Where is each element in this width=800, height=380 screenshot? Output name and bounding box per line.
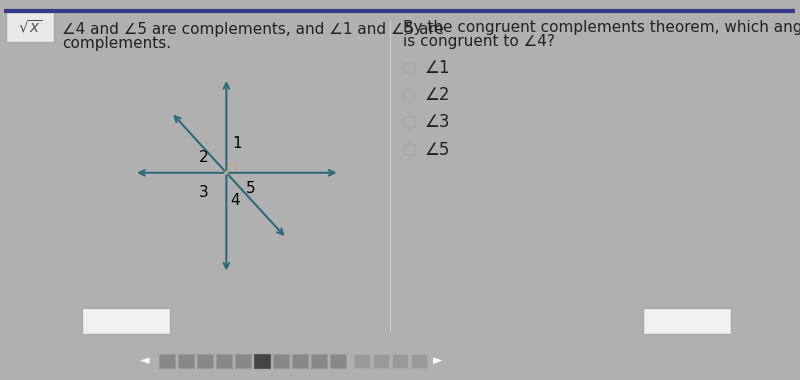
Bar: [178, 354, 194, 368]
Bar: [354, 354, 370, 368]
Text: ∠4 and ∠5 are complements, and ∠1 and ∠5 are: ∠4 and ∠5 are complements, and ∠1 and ∠5…: [62, 22, 444, 37]
Bar: [235, 354, 251, 368]
Text: 1: 1: [232, 136, 242, 150]
Text: ∠3: ∠3: [425, 113, 450, 131]
Bar: [159, 354, 175, 368]
Bar: [273, 354, 289, 368]
Text: ∠5: ∠5: [425, 141, 450, 158]
Text: is congruent to ∠4?: is congruent to ∠4?: [402, 34, 554, 49]
Text: 2: 2: [198, 150, 208, 165]
Bar: [216, 354, 232, 368]
Bar: [330, 354, 346, 368]
Text: complements.: complements.: [62, 36, 171, 51]
Bar: [373, 354, 389, 368]
Bar: [6, 12, 54, 42]
Text: 3: 3: [198, 185, 208, 200]
Text: By the congruent complements theorem, which angle: By the congruent complements theorem, wh…: [402, 20, 800, 35]
Text: ∠1: ∠1: [425, 59, 450, 77]
Text: Intro: Intro: [118, 314, 150, 328]
Text: $\sqrt{x}$: $\sqrt{x}$: [18, 18, 42, 35]
Bar: [311, 354, 327, 368]
Text: 5: 5: [246, 181, 256, 196]
Text: ◄: ◄: [140, 355, 150, 367]
Bar: [82, 308, 170, 334]
Text: ∠2: ∠2: [425, 86, 450, 104]
Bar: [411, 354, 427, 368]
Bar: [292, 354, 308, 368]
Bar: [226, 164, 235, 173]
Text: ►: ►: [433, 355, 443, 367]
Text: Done: Done: [671, 314, 707, 328]
Text: ✓: ✓: [655, 314, 666, 328]
Bar: [197, 354, 213, 368]
Bar: [254, 354, 270, 368]
Text: ◄): ◄): [96, 316, 109, 326]
Bar: [643, 308, 731, 334]
Text: 4: 4: [230, 193, 240, 208]
Bar: [392, 354, 408, 368]
